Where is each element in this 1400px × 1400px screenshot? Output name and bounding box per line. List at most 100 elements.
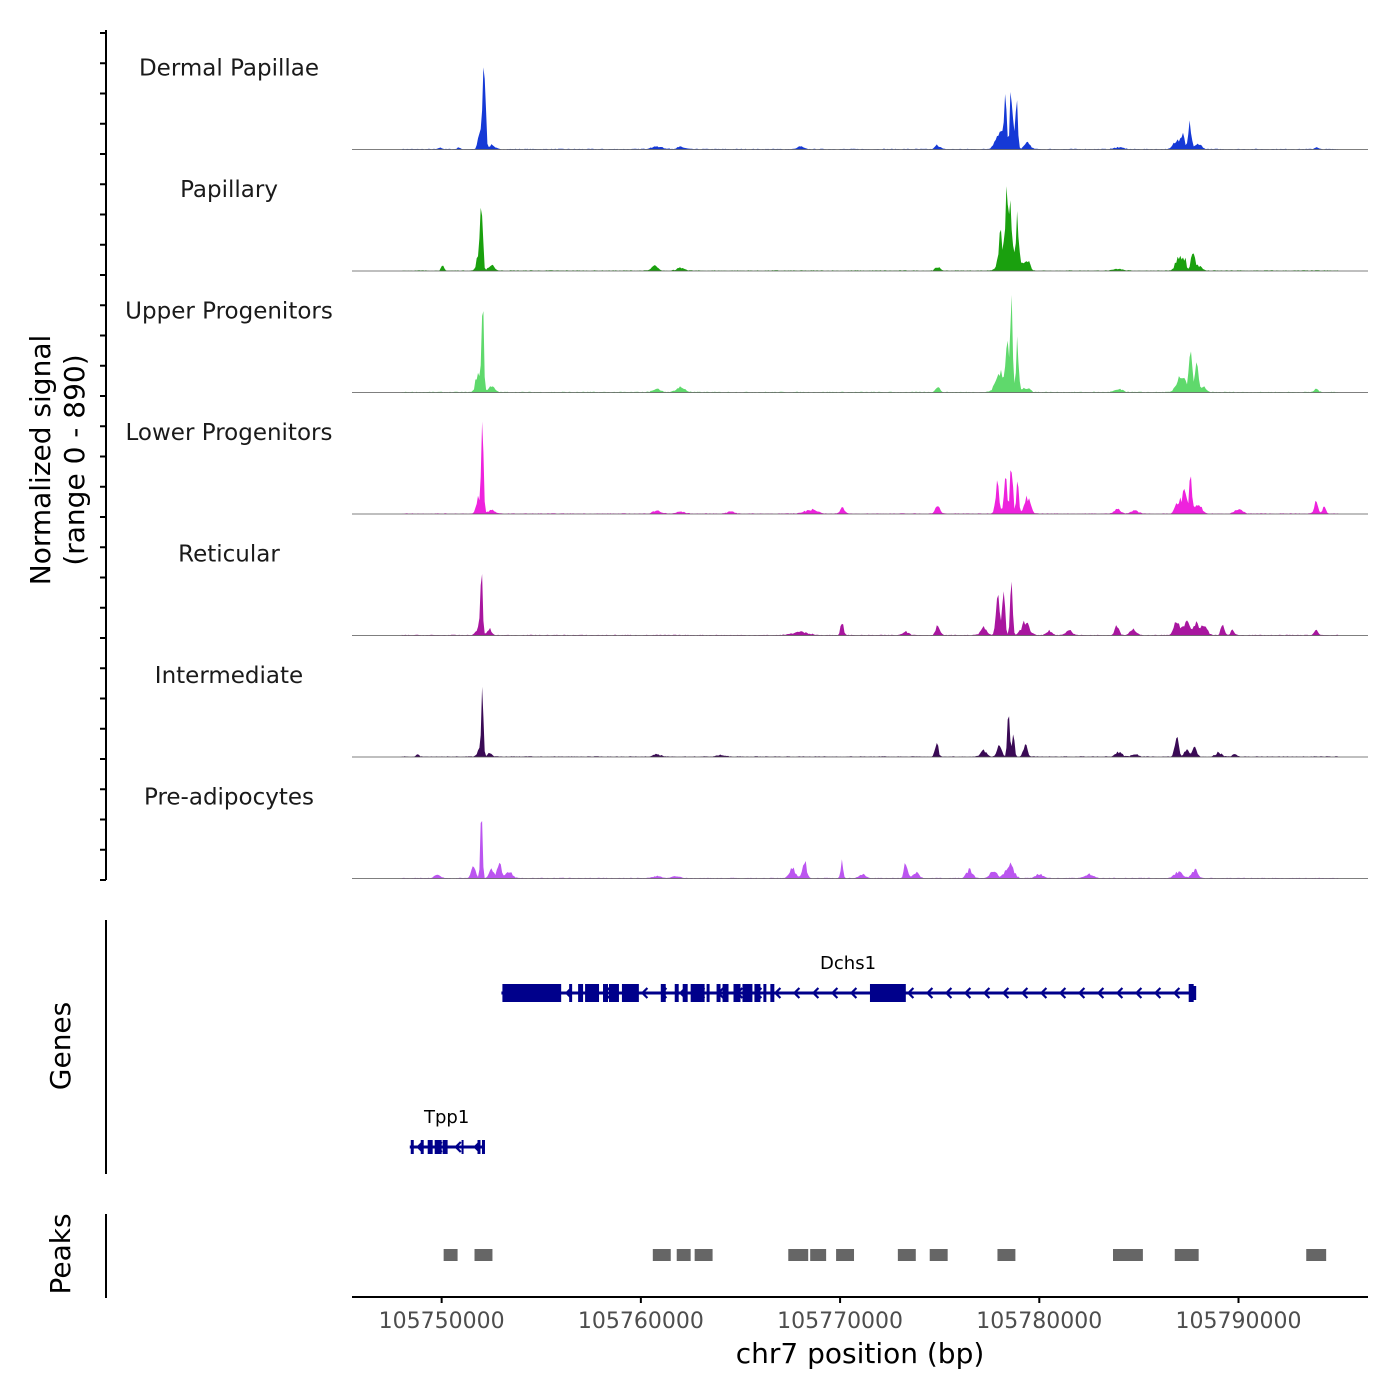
coverage-area [401, 186, 1339, 271]
peak-region [929, 1249, 948, 1261]
track-label: Dermal Papillae [139, 56, 319, 82]
x-tick-label: 105790000 [1176, 1309, 1302, 1334]
gene-exon [502, 984, 562, 1002]
track-reticular: Reticular [178, 542, 1368, 636]
gene-label: Dchs1 [820, 953, 876, 974]
gene-track: Genes Dchs1 Tpp1 [44, 920, 1197, 1174]
peak-region [897, 1249, 916, 1261]
gene-exon [674, 984, 679, 1002]
peak-track: Peaks [44, 1213, 1327, 1298]
gene-exon [869, 984, 906, 1002]
coverage-area [401, 421, 1339, 514]
track-lower-progenitors: Lower Progenitors [126, 420, 1368, 515]
peak-region [1306, 1249, 1327, 1261]
track-pre-adipocytes: Pre-adipocytes [144, 785, 1368, 879]
gene-exon [427, 1140, 433, 1154]
gene-exon [763, 984, 767, 1002]
strand-arrow [792, 987, 801, 999]
gene-exon [585, 984, 600, 1002]
gene-exon [716, 984, 721, 1002]
gene-exon [603, 984, 608, 1002]
y-axis-title: Normalized signal (range 0 - 890) [24, 335, 91, 586]
track-papillary: Papillary [180, 177, 1368, 272]
peak-region [810, 1249, 827, 1261]
peak-region [443, 1249, 458, 1261]
strand-arrow [1153, 987, 1162, 999]
peak-region [788, 1249, 809, 1261]
track-upper-progenitors: Upper Progenitors [125, 294, 1368, 393]
peak-region [474, 1249, 493, 1261]
strand-arrow [1020, 987, 1029, 999]
gene-exon [770, 984, 775, 1002]
gene-exon [754, 984, 761, 1002]
y-axis-title-line2: (range 0 - 890) [58, 354, 91, 565]
gene-exon [608, 984, 619, 1002]
strand-arrow [1039, 987, 1048, 999]
strand-arrow [830, 987, 839, 999]
peaks-panel-label: Peaks [44, 1213, 77, 1294]
gene-exon [420, 1140, 424, 1154]
y-axis-title-line1: Normalized signal [24, 335, 57, 586]
gene-tpp1: Tpp1 [409, 1107, 485, 1154]
track-label: Reticular [178, 542, 280, 568]
strand-arrow [811, 987, 820, 999]
gene-exon [578, 984, 584, 1002]
peak-region [1113, 1249, 1143, 1261]
coverage-tracks: Dermal Papillae Papillary Upper Progenitor… [125, 56, 1368, 879]
track-label: Intermediate [155, 663, 303, 689]
coverage-area [401, 294, 1339, 393]
peak-region [676, 1249, 691, 1261]
strand-arrow [1172, 987, 1181, 999]
gene-dchs1: Dchs1 [501, 953, 1197, 1002]
track-dermal-papillae: Dermal Papillae [139, 56, 1368, 150]
x-tick-label: 105780000 [976, 1309, 1102, 1334]
peak-region [652, 1249, 671, 1261]
gene-exon [410, 1140, 414, 1154]
strand-arrow [640, 987, 649, 999]
x-tick-label: 105750000 [379, 1309, 505, 1334]
peak-region [1174, 1249, 1199, 1261]
gene-exon [742, 984, 753, 1002]
gene-exon [461, 1140, 464, 1154]
gene-exon [1188, 984, 1194, 1002]
gene-exon [706, 984, 710, 1002]
gene-exon [434, 1140, 442, 1154]
gene-exon [690, 984, 705, 1002]
gene-exon [569, 984, 573, 1002]
x-tick-label: 105770000 [777, 1309, 903, 1334]
gene-exon [682, 984, 688, 1002]
x-tick-label: 105760000 [578, 1309, 704, 1334]
strand-arrow [454, 1141, 462, 1153]
peak-region [694, 1249, 713, 1261]
track-intermediate: Intermediate [155, 663, 1368, 758]
gene-exon [733, 984, 741, 1002]
strand-arrow [1077, 987, 1086, 999]
genes-panel-label: Genes [44, 1002, 77, 1090]
strand-arrow [906, 987, 915, 999]
coverage-area [401, 67, 1339, 150]
gene-exon [477, 1140, 481, 1154]
track-label: Upper Progenitors [125, 299, 333, 325]
strand-arrow [773, 987, 782, 999]
x-axis-title: chr7 position (bp) [736, 1337, 985, 1370]
strand-arrow [963, 987, 972, 999]
coverage-area [401, 821, 1339, 879]
track-label: Pre-adipocytes [144, 785, 314, 811]
strand-arrow [1096, 987, 1105, 999]
strand-arrow [1134, 987, 1143, 999]
strand-arrow [849, 987, 858, 999]
strand-arrow [1058, 987, 1067, 999]
strand-arrow [925, 987, 934, 999]
gene-exon [442, 1140, 448, 1154]
strand-arrow [944, 987, 953, 999]
peak-region [836, 1249, 855, 1261]
gene-exon [722, 984, 729, 1002]
axes: Normalized signal (range 0 - 890) 10575000… [24, 30, 1368, 1370]
coverage-area [401, 574, 1339, 636]
peak-region [997, 1249, 1016, 1261]
track-label: Lower Progenitors [126, 420, 333, 446]
track-label: Papillary [180, 177, 278, 203]
strand-arrow [1001, 987, 1010, 999]
strand-arrow [1115, 987, 1124, 999]
